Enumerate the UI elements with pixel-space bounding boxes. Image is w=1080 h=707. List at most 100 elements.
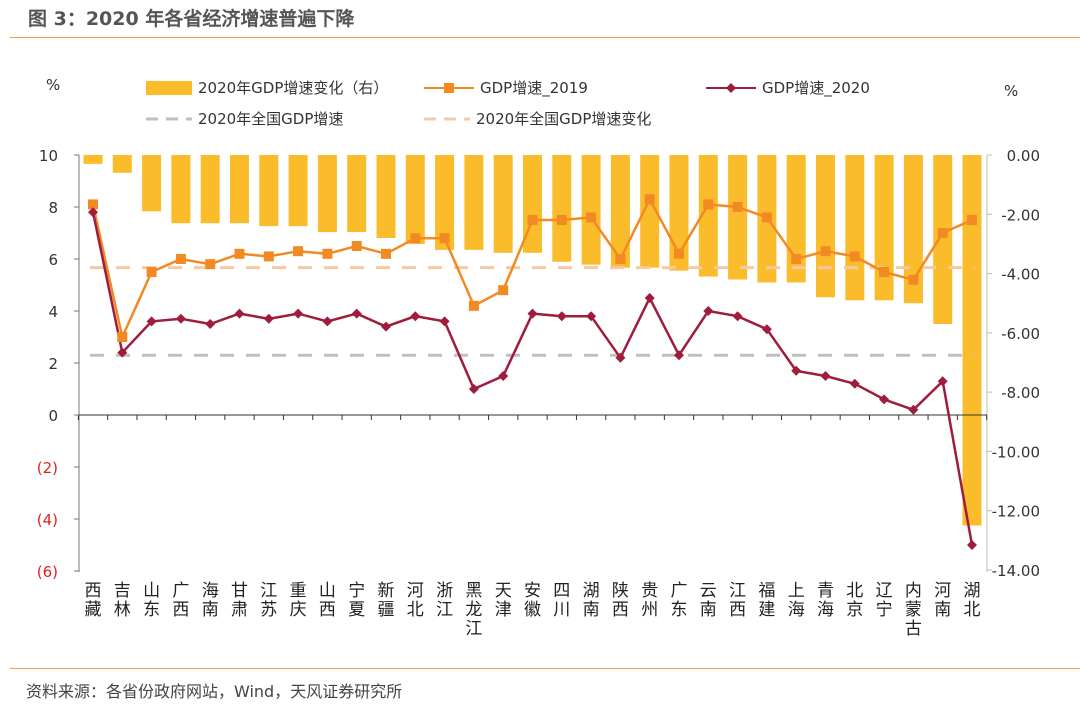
category-label: 湖北 — [964, 581, 981, 620]
category-label: 天津 — [495, 581, 512, 620]
source-note: 资料来源：各省份政府网站，Wind，天风证券研究所 — [26, 682, 403, 701]
bar — [552, 155, 572, 262]
bar — [142, 155, 162, 212]
category-label: 海南 — [202, 581, 219, 620]
bar — [933, 155, 953, 324]
gdp-2020-marker — [937, 376, 948, 387]
right-tick-label: -4.00 — [1001, 266, 1040, 284]
gdp-2020-marker — [908, 404, 919, 415]
legend-swatch — [146, 117, 192, 120]
left-tick-label: 8 — [48, 199, 58, 217]
category-label: 广西 — [172, 581, 189, 620]
category-label: 河南 — [934, 581, 951, 620]
legend-label: 2020年全国GDP增速变化 — [476, 110, 652, 128]
category-label: 河北 — [407, 581, 424, 620]
gdp-2019-marker — [586, 212, 597, 223]
gdp-2019-marker — [381, 248, 391, 259]
gdp-2020-marker — [674, 350, 684, 361]
category-label: 新疆 — [378, 581, 395, 620]
category-label: 甘肃 — [231, 581, 248, 620]
footer-divider — [10, 668, 1080, 669]
gdp-2020-marker — [703, 306, 714, 316]
gdp-2019-marker — [439, 233, 450, 244]
gdp-2019-marker — [263, 251, 274, 262]
left-tick-label: (6) — [37, 563, 58, 581]
gdp-2020-marker — [615, 352, 626, 363]
bar — [376, 155, 396, 238]
gdp-2019-marker — [791, 254, 802, 264]
gdp-2019-marker — [468, 300, 479, 311]
bar — [640, 155, 660, 268]
category-label: 广东 — [671, 581, 688, 620]
gdp-2020-marker — [175, 313, 186, 324]
gdp-2020-marker — [849, 378, 860, 389]
category-label: 贵州 — [641, 581, 658, 620]
gdp-2020-marker — [322, 316, 333, 327]
bar — [435, 155, 455, 250]
gdp-2019-marker — [703, 199, 714, 210]
legend-label: GDP增速_2019 — [480, 79, 588, 97]
gdp-2019-marker — [967, 215, 977, 225]
bar — [728, 155, 748, 280]
category-label: 江西 — [729, 581, 746, 620]
gdp-2020-marker — [205, 319, 216, 329]
legend-item-2019: GDP增速_2019 — [424, 77, 588, 98]
category-label: 山东 — [143, 581, 160, 620]
gdp-2019-marker — [937, 228, 948, 238]
gdp-2020-marker — [586, 311, 597, 322]
gdp-2020-marker — [761, 324, 772, 335]
category-label: 山西 — [319, 581, 336, 620]
category-label: 西藏 — [85, 581, 102, 620]
gdp-2020-marker — [967, 540, 977, 550]
legend-label: 2020年全国GDP增速 — [198, 110, 344, 128]
bar — [845, 155, 865, 301]
category-label: 浙江 — [436, 581, 453, 620]
gdp-2019-marker — [175, 254, 186, 264]
left-tick-label: 6 — [48, 251, 58, 269]
gdp-2020-marker — [468, 384, 479, 394]
bar — [698, 155, 718, 277]
legend-item-bar: 2020年GDP增速变化（右） — [146, 77, 388, 98]
bar — [317, 155, 337, 233]
gdp-2019-marker — [849, 251, 860, 262]
gdp-2019-marker — [674, 248, 684, 259]
gdp-2020-marker — [820, 371, 831, 381]
bar — [112, 155, 132, 173]
title-divider — [10, 37, 1080, 38]
category-label: 重庆 — [290, 581, 307, 620]
gdp-2019-marker — [498, 285, 509, 296]
gdp-2019-marker — [146, 267, 157, 277]
gdp-2019-marker — [615, 254, 626, 264]
category-label: 黑龙江 — [465, 581, 482, 639]
bar — [171, 155, 191, 224]
bar — [962, 155, 982, 526]
legend-item-national: 2020年全国GDP增速 — [146, 108, 343, 129]
bar — [610, 155, 630, 268]
gdp-2020-marker — [351, 308, 362, 319]
gdp-2020-marker — [498, 371, 509, 381]
left-tick-label: 4 — [48, 303, 58, 321]
bar — [259, 155, 279, 227]
gdp-2020-marker — [791, 365, 802, 376]
right-tick-label: -8.00 — [1001, 384, 1040, 402]
left-tick-label: 10 — [39, 147, 58, 165]
gdp-2019-marker — [732, 202, 743, 212]
bar — [288, 155, 308, 227]
gdp-2020-marker — [410, 311, 421, 322]
gdp-2020-marker — [879, 394, 890, 405]
gdp-2019-marker — [205, 259, 216, 270]
gdp-2020-marker — [527, 308, 538, 319]
right-tick-label: -10.00 — [992, 443, 1040, 461]
bar — [200, 155, 220, 224]
gdp-2020-marker — [381, 321, 391, 332]
category-label: 江苏 — [260, 581, 277, 620]
left-tick-label: 2 — [48, 355, 58, 373]
bar — [230, 155, 249, 224]
legend-swatch — [706, 82, 756, 93]
legend-swatch — [146, 80, 192, 95]
category-label: 青海 — [817, 581, 834, 620]
gdp-2019-marker — [351, 241, 362, 251]
gdp-2020-marker — [234, 308, 245, 319]
